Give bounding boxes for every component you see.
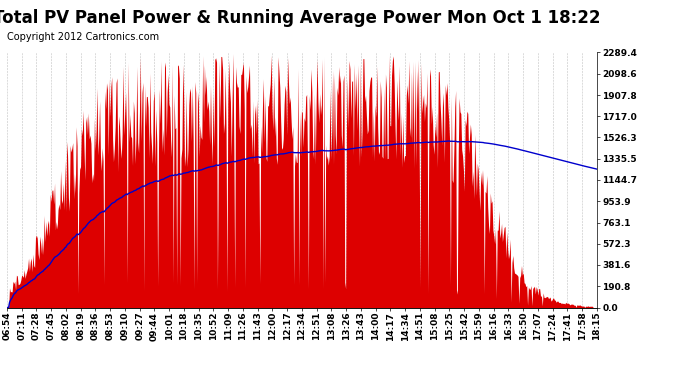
Text: Total PV Panel Power & Running Average Power Mon Oct 1 18:22: Total PV Panel Power & Running Average P… bbox=[0, 9, 600, 27]
Text: Copyright 2012 Cartronics.com: Copyright 2012 Cartronics.com bbox=[7, 32, 159, 42]
